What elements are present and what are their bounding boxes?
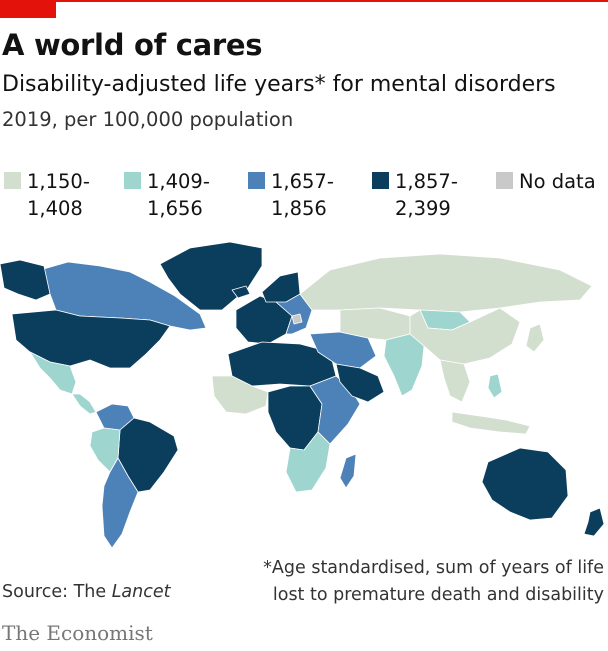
region-australia (481, 447, 569, 521)
chart-subtitle: Disability-adjusted life years* for ment… (2, 72, 556, 97)
legend-swatch (124, 172, 141, 189)
region-indonesia (451, 411, 531, 435)
region-china (409, 307, 521, 365)
legend-swatch (248, 172, 265, 189)
legend-swatch (372, 172, 389, 189)
region-russia (299, 253, 593, 313)
region-arabian-peninsula (335, 363, 385, 403)
legend-item-nodata: No data (496, 168, 596, 195)
chart-subsubtitle: 2019, per 100,000 population (2, 108, 294, 131)
region-philippines (487, 373, 503, 399)
region-west-africa (211, 375, 269, 415)
region-argentina-chile (101, 457, 139, 549)
legend-label: 1,656 (147, 197, 203, 220)
chart-title: A world of cares (2, 28, 263, 62)
legend-label: 1,408 (27, 197, 83, 220)
top-rule (0, 0, 608, 2)
legend-swatch (4, 172, 21, 189)
legend-item-band1: 1,150- 1,408 (4, 168, 90, 222)
legend-item-band2: 1,409- 1,656 (124, 168, 210, 222)
region-india (383, 333, 425, 397)
legend-swatch (496, 172, 513, 189)
legend-label: 1,657- (271, 170, 334, 193)
footnote-line: lost to premature death and disability (272, 585, 604, 605)
region-central-america (71, 393, 97, 415)
source-publication: Lancet (111, 582, 171, 602)
legend-label: 1,857- (395, 170, 458, 193)
legend-item-band3: 1,657- 1,856 (248, 168, 334, 222)
economist-red-tag (0, 0, 56, 18)
region-japan (525, 323, 545, 353)
region-iceland (231, 285, 251, 299)
legend-label: 1,409- (147, 170, 210, 193)
footnote: *Age standardised, sum of years of life … (263, 555, 604, 609)
legend-item-band4: 1,857- 2,399 (372, 168, 458, 222)
economist-wordmark: The Economist (2, 621, 153, 645)
legend-label: No data (519, 170, 596, 193)
region-alaska (0, 259, 51, 301)
region-no-data (291, 313, 303, 325)
legend-label: 2,399 (395, 197, 451, 220)
region-southern-africa (285, 431, 331, 493)
world-choropleth-map (0, 241, 605, 549)
legend-label: 1,856 (271, 197, 327, 220)
region-scandinavia (261, 271, 301, 303)
source-line: Source: The Lancet (2, 582, 171, 602)
legend-label: 1,150- (27, 170, 90, 193)
source-prefix: Source: The (2, 582, 112, 602)
legend: 1,150- 1,408 1,409- 1,656 1,657- 1,856 1,85… (0, 168, 608, 224)
region-new-zealand (583, 507, 605, 537)
footnote-line: *Age standardised, sum of years of life (263, 558, 604, 578)
region-southeast-asia (439, 359, 471, 403)
region-madagascar (339, 453, 357, 489)
